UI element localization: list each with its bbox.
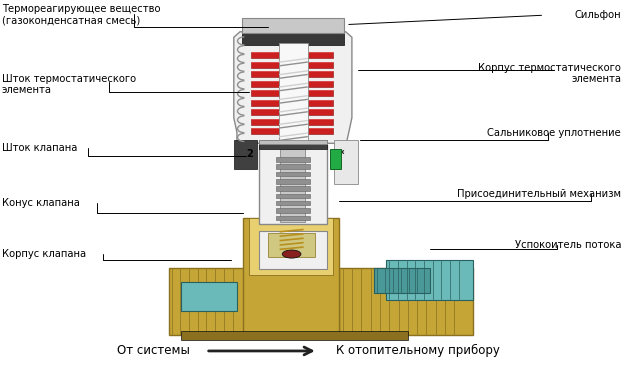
Text: Сильфон: Сильфон [574, 10, 621, 20]
Bar [276, 186, 310, 191]
Bar [278, 43, 308, 141]
Bar [276, 216, 310, 220]
Bar [340, 268, 473, 335]
Text: Успокоитель потока: Успокоитель потока [515, 240, 621, 250]
Text: Присоединительный механизм: Присоединительный механизм [457, 189, 621, 200]
Text: Конус клапана: Конус клапана [2, 198, 80, 208]
Bar [181, 331, 408, 340]
Bar [276, 164, 310, 169]
Bar [251, 52, 333, 58]
Bar [276, 157, 310, 161]
Bar [242, 32, 345, 44]
Bar [251, 100, 333, 106]
Bar [259, 231, 327, 269]
Bar [386, 260, 473, 301]
Bar [169, 268, 246, 335]
Text: Корпус термостатического
элемента: Корпус термостатического элемента [478, 63, 621, 84]
Polygon shape [234, 32, 352, 143]
Ellipse shape [282, 250, 301, 258]
Text: От системы: От системы [117, 345, 190, 357]
Bar [259, 145, 327, 224]
Bar [251, 62, 333, 68]
Bar [374, 268, 430, 293]
Bar [251, 109, 333, 115]
Bar [276, 179, 310, 184]
Bar [251, 81, 333, 87]
Text: Корпус клапана: Корпус клапана [2, 249, 86, 259]
Bar [335, 139, 358, 184]
Bar [243, 218, 340, 335]
Bar [251, 128, 333, 134]
Bar [276, 194, 310, 198]
Bar [242, 18, 345, 33]
Bar [330, 149, 341, 169]
Text: Сальниковое уплотнение: Сальниковое уплотнение [487, 128, 621, 138]
Bar [268, 233, 315, 257]
Bar [259, 139, 327, 144]
Text: Шток клапана: Шток клапана [2, 143, 77, 153]
Bar [251, 71, 333, 77]
Bar [276, 172, 310, 176]
Bar [259, 139, 327, 149]
Text: *: * [338, 148, 345, 161]
Bar [251, 90, 333, 96]
Text: К отопительному прибору: К отопительному прибору [336, 344, 500, 357]
Bar [276, 208, 310, 213]
Bar [249, 218, 333, 275]
Text: 2: 2 [246, 149, 253, 159]
Bar [234, 139, 257, 169]
Text: Термореагирующее вещество
(газоконденсатная смесь): Термореагирующее вещество (газоконденсат… [2, 4, 161, 26]
Text: Шток термостатического
элемента: Шток термостатического элемента [2, 74, 136, 95]
Bar [280, 149, 305, 222]
Bar [251, 119, 333, 125]
Bar [181, 282, 237, 312]
Bar [276, 201, 310, 206]
